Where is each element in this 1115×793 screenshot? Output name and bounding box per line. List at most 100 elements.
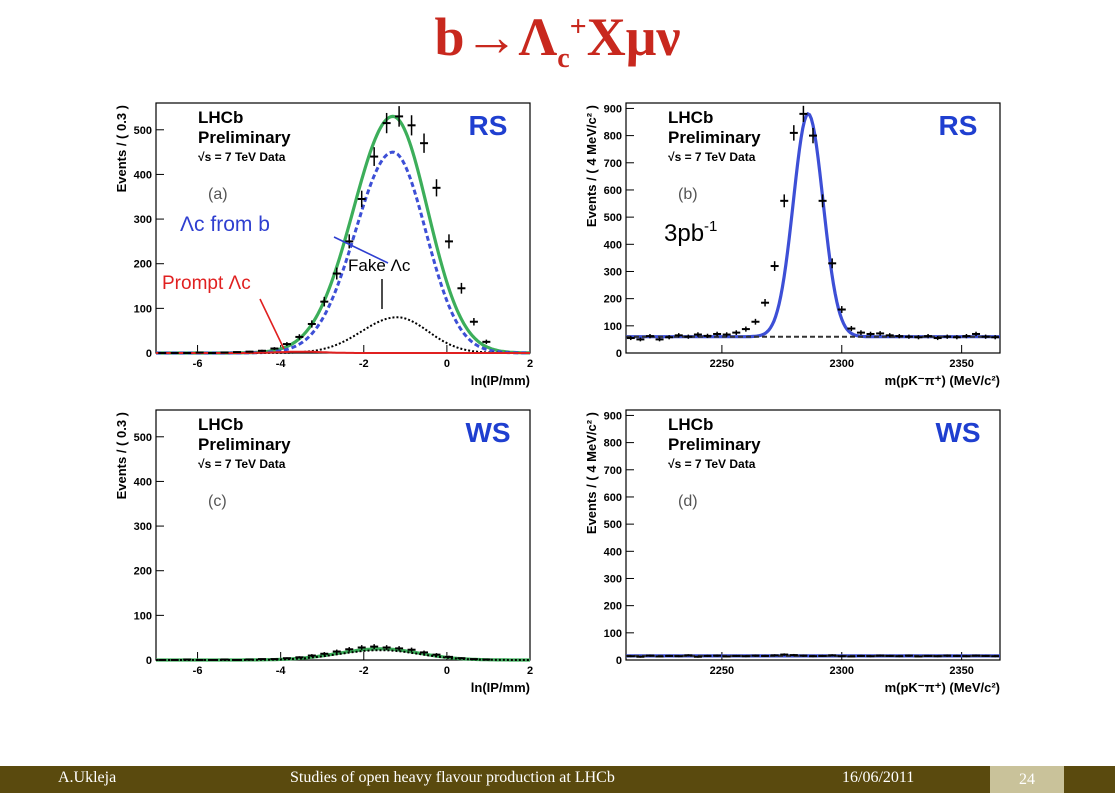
energy-label: √s = 7 TeV Data — [198, 457, 286, 471]
x-tick-label: 2 — [527, 665, 533, 677]
y-tick-label: 200 — [604, 601, 622, 613]
panel-tag: (c) — [208, 493, 227, 510]
x-tick-label: -6 — [193, 665, 203, 677]
y-tick-label: 400 — [134, 169, 152, 181]
preliminary-label: Preliminary — [198, 128, 291, 147]
x-axis-label: ln(IP/mm) — [471, 373, 530, 388]
y-tick-label: 0 — [616, 348, 622, 360]
chart-a: 0 100 200 300 400 500 -6 -4 -2 0 2 ln(IP/mm) Events … — [114, 102, 533, 388]
y-tick-label: 900 — [604, 410, 622, 422]
y-axis-label: Events / ( 0.3 ) — [114, 105, 129, 192]
lhcb-label: LHCb — [198, 415, 243, 434]
y-tick-label: 700 — [604, 158, 622, 170]
preliminary-label: Preliminary — [668, 435, 761, 454]
panel-b: 0 100 200 300 400 500 600 700 800 900 2250 2300 2350… — [570, 93, 1040, 393]
y-tick-label: 500 — [134, 125, 152, 137]
preliminary-label: Preliminary — [668, 128, 761, 147]
lhcb-label: LHCb — [668, 415, 713, 434]
y-tick-label: 0 — [616, 655, 622, 667]
plot-frame — [155, 102, 531, 354]
panel-tag: (b) — [678, 186, 698, 203]
y-tick-label: 0 — [146, 348, 152, 360]
x-tick-label: 2300 — [830, 358, 854, 370]
y-tick-label: 0 — [146, 655, 152, 667]
x-tick-label: -2 — [359, 665, 369, 677]
curve-fake — [156, 649, 530, 661]
y-tick-label: 400 — [134, 476, 152, 488]
lhcb-label: LHCb — [198, 108, 243, 127]
y-tick-label: 100 — [604, 321, 622, 333]
preliminary-label: Preliminary — [198, 435, 291, 454]
y-tick-label: 500 — [604, 519, 622, 531]
footer-page-number: 24 — [990, 766, 1064, 793]
y-tick-label: 800 — [604, 438, 622, 450]
x-axis-label: m(pK⁻π⁺) (MeV/c²) — [885, 680, 1000, 695]
y-tick-label: 800 — [604, 131, 622, 143]
slide-title: b→Λc+Xμν — [0, 6, 1115, 75]
y-tick-label: 900 — [604, 103, 622, 115]
y-tick-label: 100 — [134, 610, 152, 622]
plot-frame — [155, 409, 531, 661]
y-tick-label: 500 — [134, 432, 152, 444]
footer-talk-title: Studies of open heavy flavour production… — [290, 769, 615, 786]
y-tick-label: 100 — [134, 303, 152, 315]
footer-author: A.Ukleja — [58, 769, 117, 786]
y-tick-label: 400 — [604, 239, 622, 251]
x-axis-label: ln(IP/mm) — [471, 680, 530, 695]
panel-c: 0 100 200 300 400 500 -6 -4 -2 0 2 ln(IP/mm) Events … — [100, 400, 570, 700]
x-tick-label: 2 — [527, 358, 533, 370]
x-tick-label: 0 — [444, 665, 450, 677]
panel-tag: (d) — [678, 493, 698, 510]
y-tick-label: 600 — [604, 185, 622, 197]
annotation-prompt: Prompt Λc — [162, 273, 251, 294]
y-axis-label: Events / ( 4 MeV/c² ) — [584, 105, 599, 227]
x-axis-label: m(pK⁻π⁺) (MeV/c²) — [885, 373, 1000, 388]
chart-b: 0 100 200 300 400 500 600 700 800 900 2250 2300 2350… — [584, 102, 1001, 388]
y-axis-label: Events / ( 0.3 ) — [114, 412, 129, 499]
x-tick-label: -4 — [276, 358, 287, 370]
annotation-fake: Fake Λc — [348, 256, 411, 275]
x-tick-label: 0 — [444, 358, 450, 370]
x-tick-label: -4 — [276, 665, 287, 677]
footer-bar: A.Ukleja Studies of open heavy flavour p… — [0, 766, 1115, 793]
y-tick-label: 100 — [604, 628, 622, 640]
sample-label: RS — [469, 110, 508, 141]
footer-date: 16/06/2011 — [842, 769, 915, 786]
annotation-from-b: Λc from b — [180, 213, 270, 236]
title-subscript: c — [557, 42, 570, 74]
sample-label: RS — [939, 110, 978, 141]
panel-tag: (a) — [208, 186, 228, 203]
sample-label: WS — [465, 417, 510, 448]
y-tick-label: 200 — [134, 566, 152, 578]
y-tick-label: 300 — [604, 573, 622, 585]
y-tick-label: 200 — [134, 259, 152, 271]
y-tick-label: 700 — [604, 465, 622, 477]
arrow-prompt — [259, 298, 285, 350]
chart-d: 0 100 200 300 400 500 600 700 800 900 2250 2300 2350… — [584, 409, 1001, 695]
y-tick-label: 300 — [134, 214, 152, 226]
y-tick-label: 300 — [604, 266, 622, 278]
curve-fake — [156, 316, 530, 354]
energy-label: √s = 7 TeV Data — [668, 150, 756, 164]
y-tick-label: 300 — [134, 521, 152, 533]
x-tick-label: 2300 — [830, 665, 854, 677]
y-tick-label: 500 — [604, 212, 622, 224]
sample-label: WS — [935, 417, 980, 448]
x-tick-label: 2250 — [710, 665, 734, 677]
title-main: b→Λ — [434, 7, 558, 67]
curve-from_b — [156, 150, 530, 355]
luminosity-exponent: -1 — [704, 218, 717, 235]
y-axis-label: Events / ( 4 MeV/c² ) — [584, 412, 599, 534]
curve-prompt — [156, 350, 530, 354]
x-tick-label: -6 — [193, 358, 203, 370]
y-tick-label: 400 — [604, 546, 622, 558]
plot-frame — [625, 409, 1001, 661]
chart-c: 0 100 200 300 400 500 -6 -4 -2 0 2 ln(IP/mm) Events … — [114, 409, 533, 695]
panel-a: 0 100 200 300 400 500 -6 -4 -2 0 2 ln(IP/mm) Events … — [100, 93, 570, 393]
title-rest: Xμν — [586, 7, 681, 67]
x-tick-label: 2350 — [949, 665, 973, 677]
y-tick-label: 200 — [604, 294, 622, 306]
x-tick-label: 2250 — [710, 358, 734, 370]
energy-label: √s = 7 TeV Data — [198, 150, 286, 164]
y-tick-label: 600 — [604, 492, 622, 504]
